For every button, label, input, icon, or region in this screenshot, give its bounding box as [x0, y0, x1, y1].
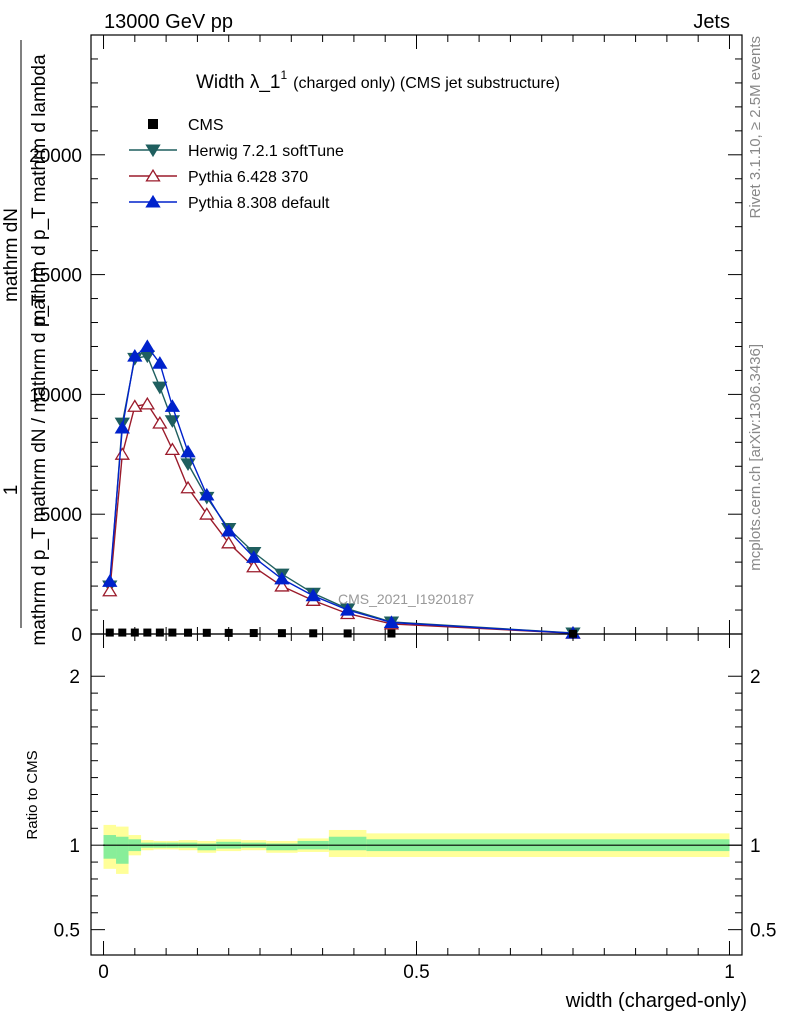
ratio-ytick-label: 2 — [69, 667, 80, 688]
ratio-xtick-label: 1 — [724, 962, 735, 983]
ratio-panel: 0.5 0.5 1 1 2 2 0 0.5 1 Ratio to CMS width (char… — [24, 633, 776, 1012]
chart-title-main: Width λ_1 — [196, 72, 280, 93]
series-point-2 — [139, 339, 155, 353]
side-mcplots-label: mcplots.cern.ch [arXiv:1306.3436] — [747, 344, 764, 571]
series-point-0 — [164, 415, 181, 428]
ylabel-line-2: mathrm d p_T mathrm d lambda — [29, 54, 50, 325]
main-ytick-label: 5000 — [40, 505, 82, 526]
series-point-2 — [305, 588, 321, 602]
legend-marker-2 — [145, 194, 161, 208]
watermark-label: CMS_2021_I1920187 — [338, 591, 474, 607]
series-point-1 — [102, 583, 118, 597]
chart-title-rest: (charged only) (CMS jet substructure) — [293, 75, 560, 92]
series-point-1 — [180, 480, 196, 494]
category-label: Jets — [693, 11, 730, 33]
cms-point — [168, 628, 177, 637]
cms-point — [309, 629, 318, 638]
series-point-2 — [246, 550, 262, 563]
series-point-2 — [102, 574, 118, 587]
series-point-0 — [152, 381, 168, 395]
ratio-band-inner — [328, 836, 367, 851]
cms-point — [202, 628, 211, 637]
cms-point — [143, 628, 152, 637]
ratio-axis-ticks: 0.5 0.5 1 1 2 2 0 0.5 1 — [54, 634, 776, 983]
ratio-bands-layer — [103, 824, 730, 874]
main-ytick-label: 0 — [71, 625, 82, 646]
chart-title: Width λ_11 (charged only) (CMS jet substr… — [196, 68, 560, 93]
ratio-band-inner — [116, 836, 129, 864]
side-rivet-label: Rivet 3.1.10, ≥ 2.5M events — [747, 36, 764, 219]
ratio-ylabel: Ratio to CMS — [24, 750, 41, 839]
cms-point — [130, 628, 139, 637]
series-point-1 — [127, 399, 143, 412]
ratio-xtick-label: 0 — [98, 962, 109, 983]
series-point-1 — [199, 507, 215, 520]
ratio-band-inner — [103, 835, 117, 859]
series-point-0 — [180, 458, 196, 471]
cms-point — [224, 628, 233, 637]
cms-point — [155, 628, 164, 637]
legend-label-cms: CMS — [188, 117, 224, 134]
ylabel-line-3: mathrm d p_T mathrm dN / mathrm d p_T — [29, 294, 50, 646]
xlabel: width (charged-only) — [565, 990, 747, 1012]
legend-label-1: Pythia 6.428 370 — [188, 169, 308, 186]
ratio-ytick-label-right: 0.5 — [750, 921, 776, 942]
ratio-ytick-label-right: 2 — [750, 667, 761, 688]
legend-label-2: Pythia 8.308 default — [188, 195, 330, 212]
series-point-2 — [180, 444, 196, 458]
legend-label-0: Herwig 7.2.1 softTune — [188, 143, 344, 160]
series-point-2 — [114, 420, 130, 434]
ylabel-one: 1 — [1, 485, 22, 496]
ratio-band-inner — [197, 843, 217, 851]
series-point-2 — [383, 615, 400, 629]
series-point-2 — [339, 602, 356, 616]
cms-point — [249, 629, 258, 638]
main-ytick-label: 10000 — [29, 385, 82, 406]
ratio-band-inner — [266, 843, 298, 851]
series-point-2 — [199, 487, 215, 501]
cms-point — [277, 629, 286, 638]
ratio-frame — [90, 633, 743, 956]
series-point-2 — [164, 399, 181, 412]
cms-point — [105, 628, 114, 637]
main-axis-ticks: 0 5000 10000 15000 20000 — [29, 35, 742, 646]
series-point-1 — [152, 416, 168, 429]
series-point-1 — [114, 447, 130, 460]
legend-marker-cms — [148, 119, 158, 129]
series-point-2 — [152, 356, 168, 369]
ratio-ytick-label: 1 — [69, 836, 80, 857]
legend: CMS Herwig 7.2.1 softTune Pythia 6.428 370… — [129, 117, 344, 212]
series-point-1 — [164, 442, 181, 456]
ratio-ytick-label: 0.5 — [54, 921, 80, 942]
series-point-1 — [139, 396, 155, 410]
chart-title-sup: 1 — [280, 68, 287, 82]
legend-marker-1 — [145, 168, 161, 182]
series-point-2 — [127, 348, 143, 362]
legend-marker-0 — [145, 144, 161, 158]
main-ytick-label: 15000 — [29, 266, 82, 287]
energy-label: 13000 GeV pp — [104, 11, 233, 33]
series-point-2 — [221, 523, 237, 537]
series-point-1 — [274, 578, 290, 592]
cms-point — [118, 628, 127, 637]
ylabel-line-1: mathrm dN — [1, 208, 22, 302]
series-point-1 — [246, 559, 262, 573]
cms-point — [184, 628, 193, 637]
main-ylabel: 1 mathrm dN mathrm d p_T mathrm d lambda… — [1, 40, 50, 646]
ratio-ytick-label-right: 1 — [750, 836, 761, 857]
series-point-1 — [221, 535, 237, 549]
series-point-2 — [274, 571, 290, 585]
ratio-xtick-label: 0.5 — [403, 962, 429, 983]
main-ytick-label: 20000 — [29, 146, 82, 167]
